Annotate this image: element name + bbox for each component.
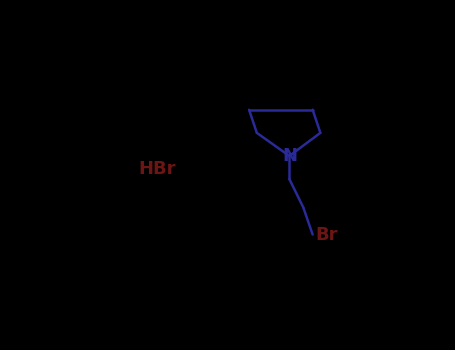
- Text: N: N: [282, 147, 297, 165]
- Text: HBr: HBr: [139, 160, 177, 178]
- Text: Br: Br: [316, 225, 338, 244]
